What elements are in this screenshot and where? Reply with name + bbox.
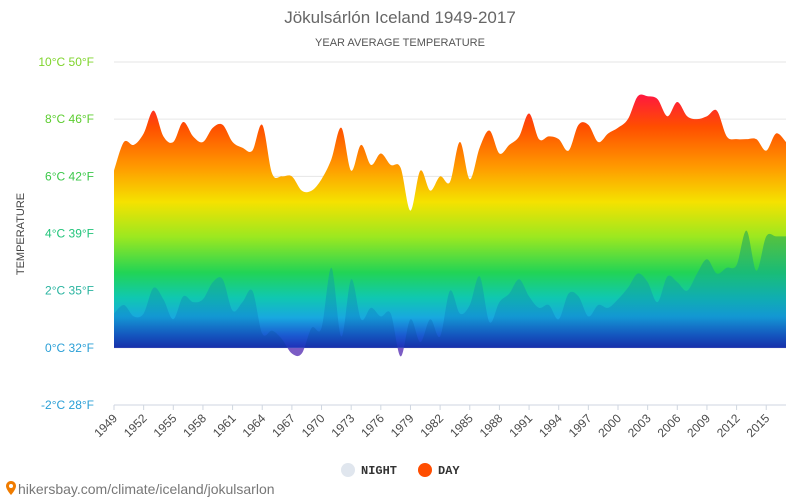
- y-axis-label: TEMPERATURE: [15, 193, 27, 275]
- y-axis-ticks: -2°C 28°F 0°C 32°F 2°C 35°F 4°C 39°F 6°C 42°…: [38, 55, 94, 412]
- x-tick-label: 1967: [269, 411, 298, 440]
- y-tick-label: 10°C 50°F: [38, 55, 94, 69]
- y-tick-label: -2°C 28°F: [41, 398, 94, 412]
- day-series-area[interactable]: [114, 94, 786, 348]
- x-tick-label: 2006: [655, 411, 684, 440]
- legend-day-label[interactable]: DAY: [438, 464, 460, 478]
- credit[interactable]: hikersbay.com/climate/iceland/jokulsarlo…: [6, 481, 275, 497]
- credit-link[interactable]: hikersbay.com/climate/iceland/jokulsarlo…: [18, 481, 275, 497]
- legend-night-marker[interactable]: [341, 463, 355, 477]
- x-tick-label: 1973: [329, 411, 358, 440]
- night-series-negative-area[interactable]: [114, 231, 786, 357]
- plot-area: [114, 94, 786, 357]
- x-tick-label: 2000: [595, 411, 624, 440]
- chart-subtitle: YEAR AVERAGE TEMPERATURE: [315, 37, 485, 49]
- legend-day-marker[interactable]: [418, 463, 432, 477]
- legend: NIGHT DAY: [341, 463, 460, 478]
- x-tick-label: 2009: [684, 411, 713, 440]
- x-tick-label: 1949: [91, 411, 120, 440]
- x-tick-label: 1991: [506, 411, 535, 440]
- x-tick-label: 1958: [180, 411, 209, 440]
- y-tick-label: 6°C 42°F: [45, 169, 94, 183]
- y-tick-label: 8°C 46°F: [45, 112, 94, 126]
- x-tick-label: 1988: [477, 411, 506, 440]
- chart-title: Jökulsárlón Iceland 1949-2017: [284, 8, 516, 27]
- x-tick-label: 2003: [625, 411, 654, 440]
- x-tick-label: 2015: [744, 411, 773, 440]
- x-tick-label: 1961: [210, 411, 239, 440]
- night-series-area[interactable]: [114, 230, 786, 357]
- map-pin-icon: [6, 481, 16, 495]
- x-tick-label: 1955: [151, 411, 180, 440]
- x-tick-label: 1994: [536, 411, 565, 440]
- x-tick-label: 1970: [299, 411, 328, 440]
- x-tick-label: 1985: [447, 411, 476, 440]
- x-tick-label: 1979: [388, 411, 417, 440]
- x-axis: 1949 1952 1955 1958 1961 1964 1967 1970 1973 1976…: [91, 404, 786, 440]
- y-tick-label: 0°C 32°F: [45, 341, 94, 355]
- x-tick-label: 1964: [240, 411, 269, 440]
- y-tick-label: 2°C 35°F: [45, 284, 94, 298]
- y-tick-label: 4°C 39°F: [45, 227, 94, 241]
- x-tick-label: 1997: [566, 411, 595, 440]
- x-tick-label: 1982: [417, 411, 446, 440]
- x-tick-label: 1976: [358, 411, 387, 440]
- x-tick-label: 2012: [714, 411, 743, 440]
- x-tick-label: 1952: [121, 411, 150, 440]
- legend-night-label[interactable]: NIGHT: [361, 464, 397, 478]
